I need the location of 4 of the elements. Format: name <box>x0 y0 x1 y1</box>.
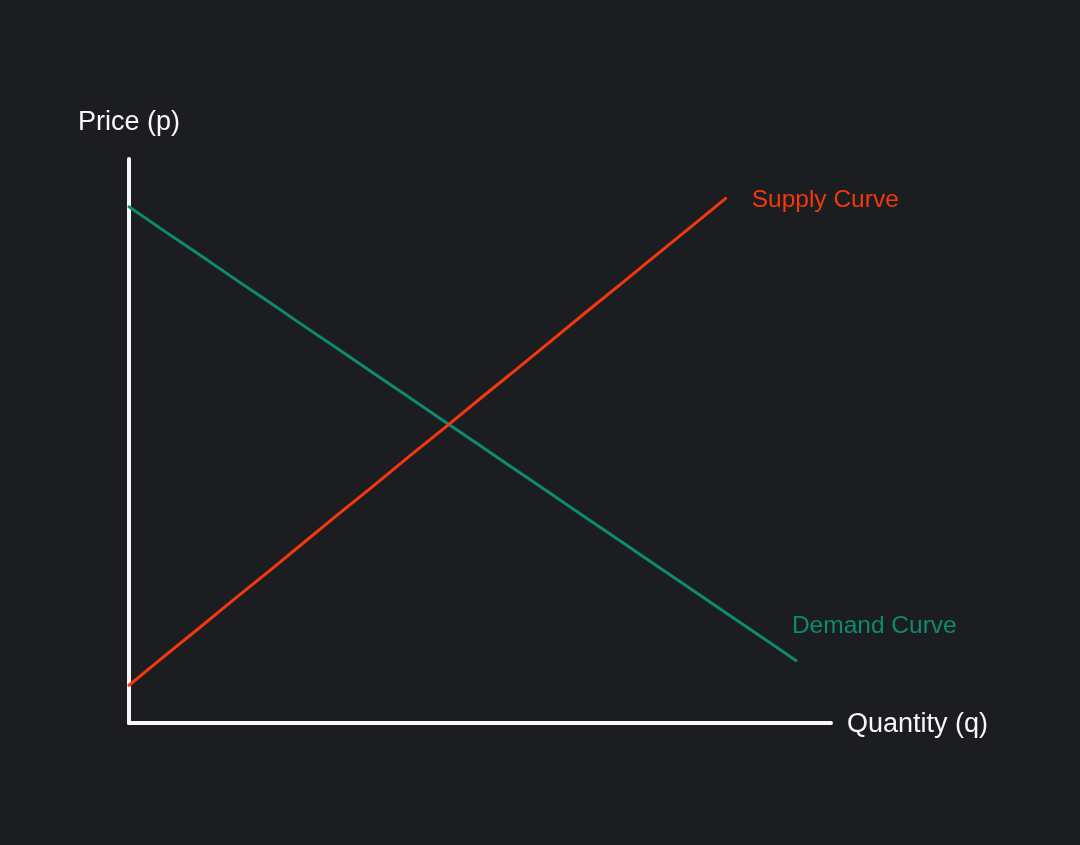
series-label: Supply Curve <box>751 184 899 212</box>
y-axis-title: Price (p) <box>77 105 181 136</box>
series-label: Demand Curve <box>791 611 957 639</box>
x-axis-title: Quantity (q) <box>847 708 989 738</box>
